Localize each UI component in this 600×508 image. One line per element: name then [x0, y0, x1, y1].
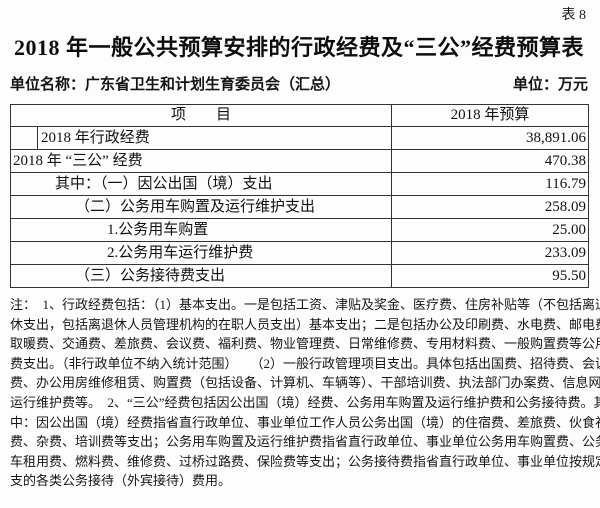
unit-name-label: 单位名称：广东省卫生和计划生育委员会（汇总）: [10, 77, 341, 93]
row-value: 258.09: [391, 195, 589, 219]
table-row: 1.公务用车购置 25.00: [10, 218, 589, 242]
table-number-tag: 表 8: [561, 8, 587, 23]
row-label-reception: （三）公务接待费支出: [10, 264, 392, 288]
row-value: 233.09: [391, 241, 589, 265]
footnote-line: 支的各类公务接待（外宾接待）费用。: [10, 473, 232, 489]
footnote-line: 运行维护费等。 2、“三公”经费包括因公出国（境）经费、公务用车购置及运行维护费…: [10, 394, 600, 410]
row-label-vehicle-maintenance: 2.公务用车运行维护费: [10, 241, 392, 265]
footnote-line: 费、办公用房维修租赁、购置费（包括设备、计算机、车辆等）、干部培训费、执法部门办…: [10, 375, 600, 391]
table-row: （二）公务用车购置及运行维护支出 258.09: [10, 195, 589, 219]
budget-table: 项 目 2018 年预算 2018 年行政经费 38,891.06 2018 年…: [10, 104, 589, 288]
table-row: （三）公务接待费支出 95.50: [10, 264, 589, 288]
column-header-item: 项 目: [10, 104, 392, 127]
table-header-row: 项 目 2018 年预算: [10, 104, 589, 127]
row-label-admin-expense: 2018 年行政经费: [10, 126, 392, 150]
column-header-budget: 2018 年预算: [391, 104, 589, 127]
footnote-line: 费、杂费、培训费等支出；公务用车购置及运行维护费指省直行政单位、事业单位公务用车…: [10, 434, 600, 450]
row-value: 470.38: [391, 149, 589, 173]
row-value: 25.00: [391, 218, 589, 242]
row-label-abroad: 其中：（一）因公出国（境）支出: [10, 172, 392, 196]
footnote-line: 中：因公出国（境）经费指省直行政单位、事业单位工作人员公务出国（境）的住宿费、差…: [10, 414, 600, 430]
unit-measure-label: 单位：万元: [512, 77, 588, 93]
footnote-line: 车租用费、燃料费、维修费、过桥过路费、保险费等支出；公务接待费指省直行政单位、事…: [10, 453, 600, 469]
row-label-vehicle-purchase: 1.公务用车购置: [10, 218, 392, 242]
footnote-line: 注： 1、行政经费包括：（1）基本支出。一是包括工资、津贴及奖金、医疗费、住房补…: [10, 297, 600, 312]
footnote-line: 休支出，包括离退休人员管理机构的在职人员支出）基本支出；二是包括办公及印刷费、水…: [10, 316, 600, 332]
table-row: 2018 年行政经费 38,891.06: [10, 126, 589, 150]
table-row: 2018 年 “三公” 经费 470.38: [10, 149, 589, 173]
row-value: 116.79: [391, 172, 589, 196]
page-title: 2018 年一般公共预算安排的行政经费及“三公”经费预算表: [13, 35, 584, 60]
footnotes: 注： 1、行政经费包括：（1）基本支出。一是包括工资、津贴及奖金、医疗费、住房补…: [10, 295, 600, 491]
meta-row: 单位名称：广东省卫生和计划生育委员会（汇总） 单位：万元: [10, 75, 588, 95]
footnote-line: 费支出。（非行政单位不纳入统计范围） （2）一般行政管理项目支出。具体包括出国费…: [10, 355, 600, 371]
table-row: 其中：（一）因公出国（境）支出 116.79: [10, 172, 589, 196]
table-row: 2.公务用车运行维护费 233.09: [10, 241, 589, 265]
row-label-three-public: 2018 年 “三公” 经费: [10, 149, 392, 173]
row-value: 38,891.06: [391, 126, 589, 150]
footnote-line: 取暖费、交通费、差旅费、会议费、福利费、物业管理费、日常维修费、专用材料费、一般…: [10, 336, 600, 352]
empty-subcell: [12, 127, 38, 149]
row-value: 95.50: [391, 264, 589, 288]
row-label-vehicle-total: （二）公务用车购置及运行维护支出: [10, 195, 392, 219]
